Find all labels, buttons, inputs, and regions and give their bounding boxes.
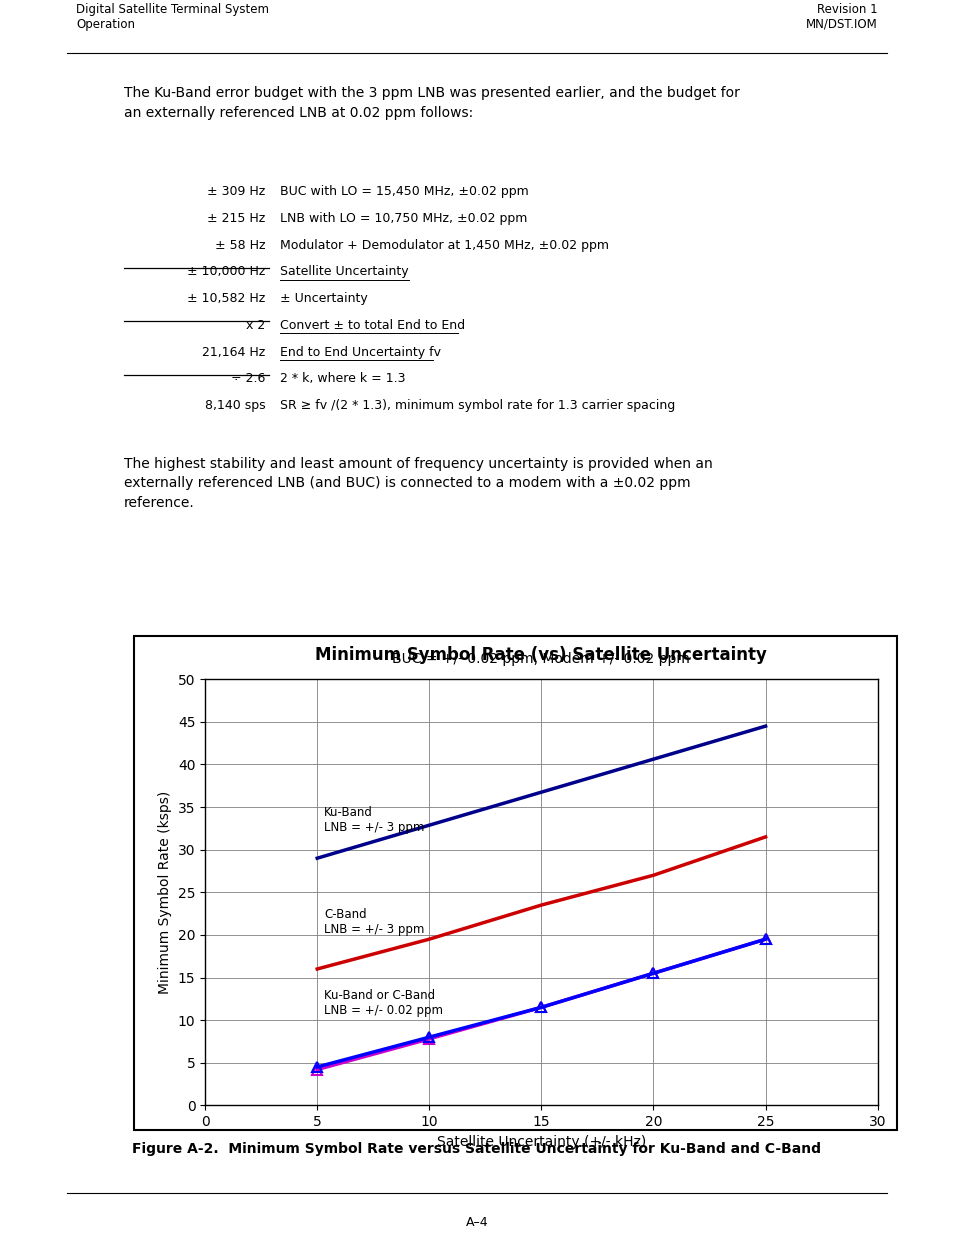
Text: ÷ 2.6: ÷ 2.6	[231, 372, 265, 385]
Text: ± 58 Hz: ± 58 Hz	[214, 238, 265, 252]
Text: 8,140 sps: 8,140 sps	[204, 399, 265, 412]
Text: A–4: A–4	[465, 1216, 488, 1229]
Text: ± 215 Hz: ± 215 Hz	[207, 212, 265, 225]
Text: SR ≥ fv /(2 * 1.3), minimum symbol rate for 1.3 carrier spacing: SR ≥ fv /(2 * 1.3), minimum symbol rate …	[280, 399, 675, 412]
Title: Minimum Symbol Rate (vs) Satellite Uncertainty: Minimum Symbol Rate (vs) Satellite Uncer…	[315, 646, 766, 663]
Text: ± Uncertainty: ± Uncertainty	[280, 293, 368, 305]
Text: The Ku-Band error budget with the 3 ppm LNB was presented earlier, and the budge: The Ku-Band error budget with the 3 ppm …	[124, 86, 740, 120]
Text: 2 * k, where k = 1.3: 2 * k, where k = 1.3	[280, 372, 406, 385]
Text: End to End Uncertainty fv: End to End Uncertainty fv	[280, 346, 441, 358]
Text: BUC = +/- 0.02 ppm, Modem +/- 0.02 ppm: BUC = +/- 0.02 ppm, Modem +/- 0.02 ppm	[392, 652, 690, 667]
Text: x 2: x 2	[246, 319, 265, 332]
Text: 21,164 Hz: 21,164 Hz	[202, 346, 265, 358]
Text: Convert ± to total End to End: Convert ± to total End to End	[280, 319, 465, 332]
Text: LNB with LO = 10,750 MHz, ±0.02 ppm: LNB with LO = 10,750 MHz, ±0.02 ppm	[280, 212, 527, 225]
Text: Figure A-2.  Minimum Symbol Rate versus Satellite Uncertainty for Ku-Band and C-: Figure A-2. Minimum Symbol Rate versus S…	[132, 1142, 821, 1156]
Text: The highest stability and least amount of frequency uncertainty is provided when: The highest stability and least amount o…	[124, 457, 712, 510]
Text: Modulator + Demodulator at 1,450 MHz, ±0.02 ppm: Modulator + Demodulator at 1,450 MHz, ±0…	[280, 238, 609, 252]
Text: ± 10,582 Hz: ± 10,582 Hz	[187, 293, 265, 305]
Text: Satellite Uncertainty: Satellite Uncertainty	[280, 266, 409, 278]
Text: Ku-Band
LNB = +/- 3 ppm: Ku-Band LNB = +/- 3 ppm	[324, 806, 424, 834]
Text: C-Band
LNB = +/- 3 ppm: C-Band LNB = +/- 3 ppm	[324, 908, 424, 936]
Text: Ku-Band or C-Band
LNB = +/- 0.02 ppm: Ku-Band or C-Band LNB = +/- 0.02 ppm	[324, 989, 442, 1018]
Y-axis label: Minimum Symbol Rate (ksps): Minimum Symbol Rate (ksps)	[158, 790, 172, 994]
Text: BUC with LO = 15,450 MHz, ±0.02 ppm: BUC with LO = 15,450 MHz, ±0.02 ppm	[280, 185, 529, 199]
Text: ± 10,000 Hz: ± 10,000 Hz	[187, 266, 265, 278]
X-axis label: Satellite Uncertainty (+/- kHz): Satellite Uncertainty (+/- kHz)	[436, 1135, 645, 1149]
Text: Revision 1
MN/DST.IOM: Revision 1 MN/DST.IOM	[805, 2, 877, 31]
Text: Digital Satellite Terminal System
Operation: Digital Satellite Terminal System Operat…	[76, 2, 269, 31]
Text: ± 309 Hz: ± 309 Hz	[207, 185, 265, 199]
